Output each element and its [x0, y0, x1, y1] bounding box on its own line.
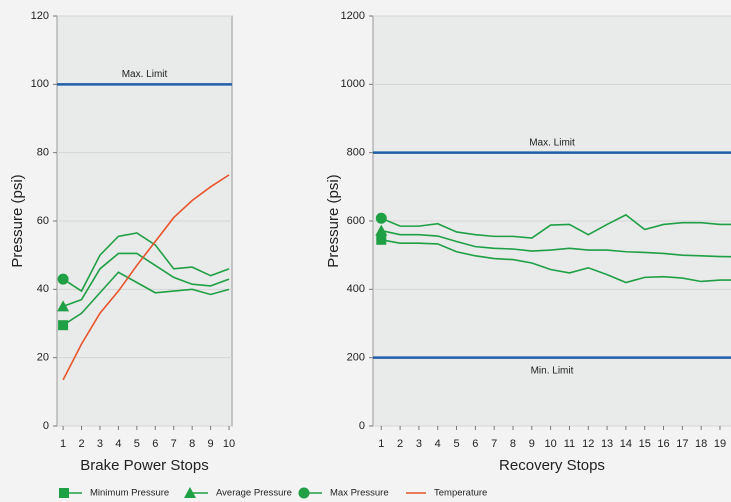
y-axis-title: Pressure (psi) — [325, 174, 342, 267]
x-tick-label: 12 — [582, 438, 594, 450]
marker-circle — [375, 212, 387, 224]
series-line — [381, 239, 731, 284]
x-tick-label: 17 — [676, 438, 688, 450]
x-axis-title: Brake Power Stops — [80, 457, 208, 474]
y-tick-label: 80 — [37, 147, 49, 159]
x-tick-label: 8 — [510, 438, 516, 450]
x-tick-label: 3 — [416, 438, 422, 450]
x-tick-label: 10 — [223, 438, 235, 450]
reference-label: Max. Limit — [122, 69, 168, 80]
x-tick-label: 18 — [695, 438, 707, 450]
legend-item: Max Pressure — [298, 487, 389, 499]
legend-label: Max Pressure — [330, 488, 389, 499]
x-tick-label: 2 — [397, 438, 403, 450]
y-tick-label: 400 — [347, 283, 365, 295]
y-tick-label: 120 — [31, 10, 49, 22]
marker-square — [59, 488, 69, 498]
x-tick-label: 7 — [491, 438, 497, 450]
series-line — [380, 213, 731, 239]
x-tick-label: 10 — [545, 438, 557, 450]
x-tick-label: 6 — [472, 438, 478, 450]
reference-label: Min. Limit — [531, 365, 574, 376]
marker-circle — [57, 273, 69, 285]
y-tick-label: 40 — [37, 283, 49, 295]
x-tick-label: 5 — [453, 438, 459, 450]
series-line — [381, 229, 731, 258]
series-line — [62, 174, 230, 381]
x-tick-label: 5 — [134, 438, 140, 450]
x-tick-label: 11 — [564, 438, 575, 450]
x-tick-label: 13 — [601, 438, 613, 450]
series-line — [62, 252, 230, 308]
y-axis-title: Pressure (psi) — [9, 174, 26, 267]
x-tick-label: 9 — [529, 438, 535, 450]
y-tick-label: 100 — [31, 78, 49, 90]
x-tick-label: 4 — [435, 438, 441, 450]
x-tick-label: 9 — [208, 438, 214, 450]
x-tick-label: 19 — [714, 438, 726, 450]
marker-square — [58, 320, 69, 331]
marker-square — [376, 234, 387, 245]
x-tick-label: 16 — [657, 438, 669, 450]
marker-triangle — [184, 487, 196, 498]
y-tick-label: 800 — [347, 147, 365, 159]
x-axis-title: Recovery Stops — [499, 457, 605, 474]
x-tick-label: 1 — [378, 438, 384, 450]
x-tick-label: 1 — [60, 438, 66, 450]
legend-item: Average Pressure — [184, 487, 292, 499]
series-line — [62, 232, 230, 293]
y-tick-label: 1000 — [341, 78, 365, 90]
series-line — [62, 271, 230, 326]
legend-label: Temperature — [434, 488, 487, 499]
y-tick-label: 0 — [43, 420, 49, 432]
x-tick-label: 15 — [639, 438, 651, 450]
y-tick-label: 20 — [37, 352, 49, 364]
x-tick-label: 14 — [620, 438, 632, 450]
x-tick-label: 2 — [78, 438, 84, 450]
marker-triangle — [375, 224, 388, 236]
x-tick-label: 8 — [189, 438, 195, 450]
y-tick-label: 60 — [37, 215, 49, 227]
marker-triangle — [57, 300, 70, 312]
legend-item: Minimum Pressure — [59, 488, 169, 499]
x-tick-label: 3 — [97, 438, 103, 450]
y-tick-label: 600 — [347, 215, 365, 227]
x-tick-label: 7 — [171, 438, 177, 450]
y-tick-label: 1200 — [341, 10, 365, 22]
reference-label: Max. Limit — [529, 137, 575, 148]
x-tick-label: 6 — [152, 438, 158, 450]
x-tick-label: 4 — [115, 438, 121, 450]
legend-label: Minimum Pressure — [90, 488, 169, 499]
y-tick-label: 0 — [359, 420, 365, 432]
y-tick-label: 200 — [347, 352, 365, 364]
legend-label: Average Pressure — [216, 488, 292, 499]
marker-circle — [298, 487, 310, 499]
legend-item: Temperature — [406, 488, 487, 499]
